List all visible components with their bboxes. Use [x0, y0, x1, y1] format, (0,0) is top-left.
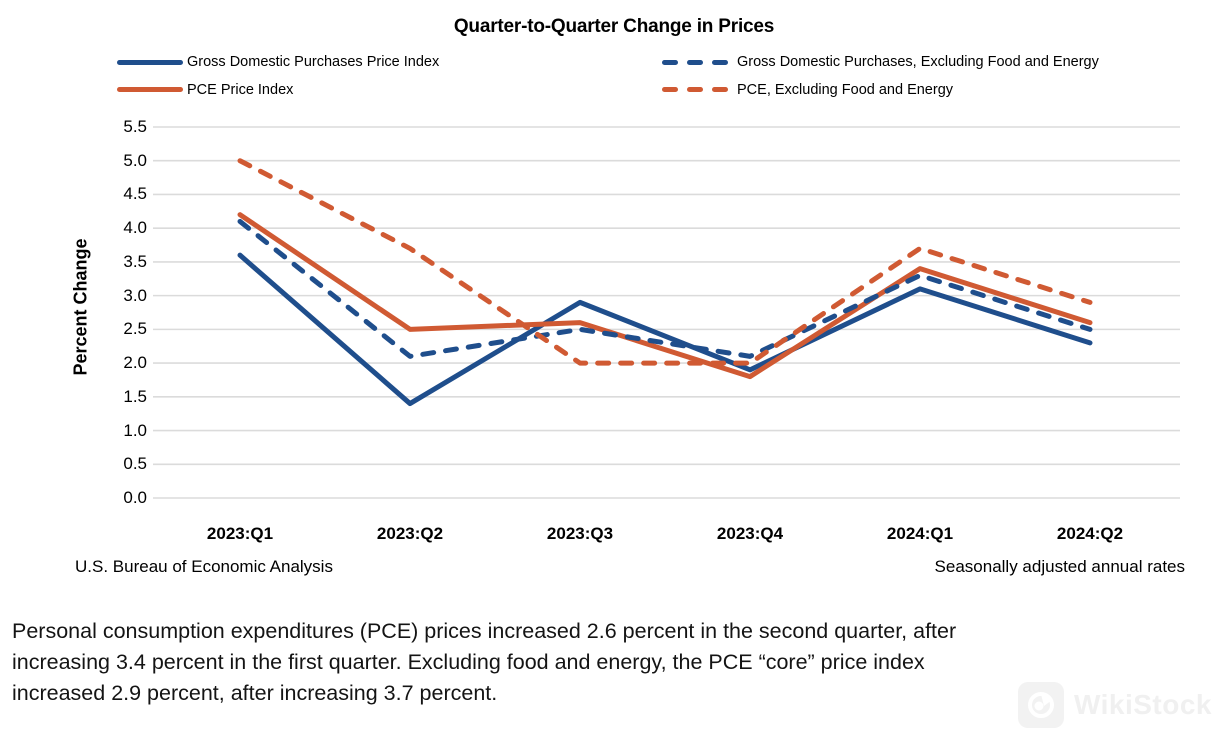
source-attribution: U.S. Bureau of Economic Analysis: [75, 557, 333, 576]
y-tick-label: 3.0: [123, 285, 147, 305]
legend-label: Gross Domestic Purchases Price Index: [187, 54, 440, 70]
caption-text: Personal consumption expenditures (PCE) …: [12, 616, 1222, 709]
caption-line: increasing 3.4 percent in the first quar…: [12, 650, 925, 674]
line-chart: [153, 126, 1180, 499]
series-line-pce-excluding-food-and-energy: [237, 158, 1093, 366]
legend-swatch-dashed: [662, 59, 728, 65]
y-tick-label: 2.0: [123, 353, 147, 373]
legend-dash-segment: [712, 59, 728, 65]
series-line-pce-price-index: [237, 212, 1093, 380]
legend-dash-segment: [662, 87, 678, 92]
legend-dash-segment: [662, 59, 678, 65]
y-tick-label: 4.5: [123, 184, 147, 204]
x-tick-label: 2023:Q1: [206, 524, 274, 543]
rates-note: Seasonally adjusted annual rates: [934, 557, 1185, 576]
legend-dash-segment: [687, 87, 703, 92]
legend-swatch-dashed: [662, 87, 728, 92]
wikistock-watermark: WikiStock: [1017, 682, 1212, 728]
x-tick-label: 2024:Q1: [886, 524, 954, 543]
legend-dash-segment: [712, 87, 728, 92]
y-tick-label: 3.5: [123, 251, 147, 271]
y-tick-label: 0.5: [123, 454, 147, 474]
legend-label: Gross Domestic Purchases, Excluding Food…: [737, 54, 1099, 70]
y-tick-label: 1.5: [123, 386, 147, 406]
y-tick-label: 0.0: [123, 488, 147, 507]
caption-line: increased 2.9 percent, after increasing …: [12, 681, 498, 705]
x-tick-label: 2024:Q2: [1056, 524, 1124, 543]
y-tick-label: 2.5: [123, 319, 147, 339]
x-tick-label: 2023:Q3: [546, 524, 614, 543]
y-tick-label: 4.0: [123, 218, 147, 238]
legend-label: PCE Price Index: [187, 81, 294, 98]
legend-swatch-solid: [117, 87, 183, 92]
watermark-label: WikiStock: [1073, 689, 1212, 720]
y-tick-label: 1.0: [123, 420, 147, 440]
caption-line: Personal consumption expenditures (PCE) …: [12, 619, 957, 643]
series-line-gross-domestic-purchases-price-index: [237, 252, 1093, 407]
y-tick-label: 5.5: [123, 117, 147, 136]
legend-dash-segment: [687, 59, 703, 65]
chart-title: Quarter-to-Quarter Change in Prices: [453, 16, 775, 37]
wikistock-logo-icon: [1017, 682, 1064, 728]
x-tick-label: 2023:Q4: [716, 524, 784, 543]
legend-swatch-solid: [117, 59, 183, 65]
y-tick-label: 5.0: [123, 150, 147, 170]
x-tick-label: 2023:Q2: [376, 524, 444, 543]
legend-label: PCE, Excluding Food and Energy: [737, 81, 954, 98]
